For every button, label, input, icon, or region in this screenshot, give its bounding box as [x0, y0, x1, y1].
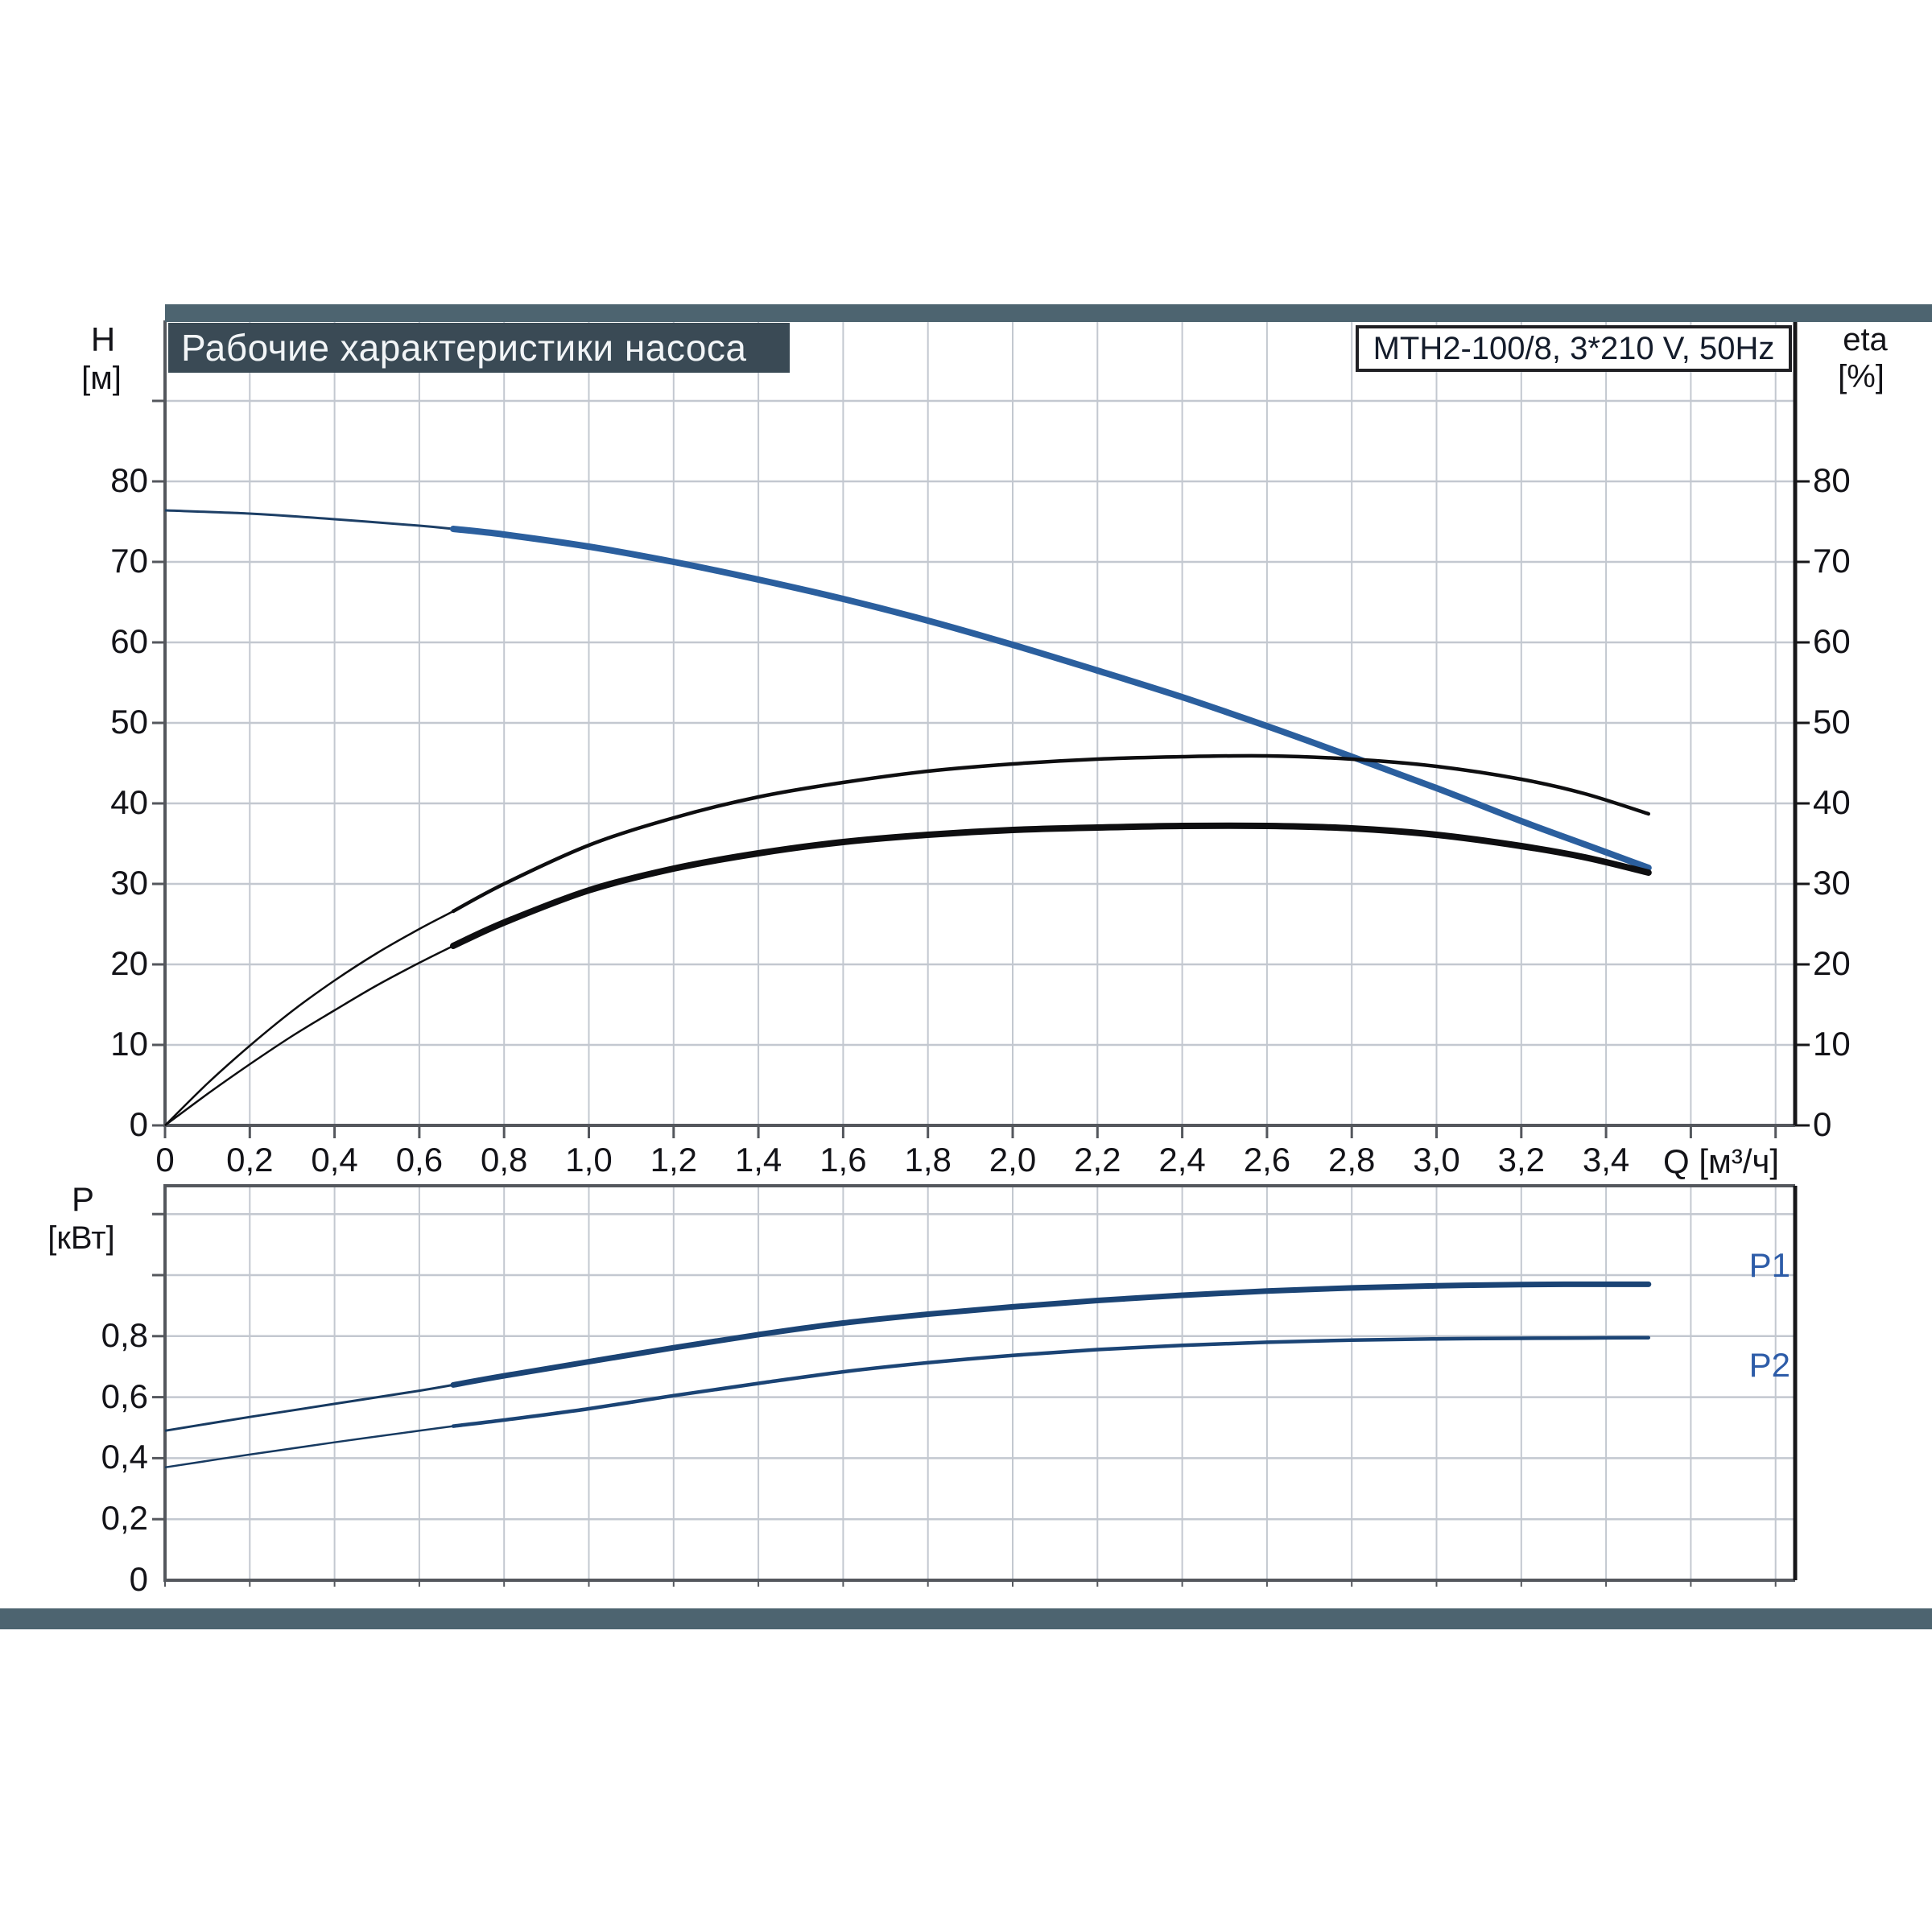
- efficiency-tick-label: 30: [1813, 864, 1851, 902]
- efficiency-tick-label: 20: [1813, 944, 1851, 982]
- efficiency-axis-unit: [%]: [1838, 359, 1885, 394]
- x-tick-label: 0,4: [311, 1141, 358, 1179]
- power-axis-title: P: [71, 1180, 95, 1218]
- curve-eta-total-thin: [164, 944, 454, 1127]
- efficiency-tick-label: 50: [1813, 703, 1851, 741]
- head-tick-label: 10: [110, 1025, 148, 1063]
- x-tick-label: 3,2: [1497, 1141, 1545, 1179]
- bottom-border-band: [0, 1608, 1932, 1629]
- x-tick-label: 0,6: [395, 1141, 444, 1179]
- power-tick-label: 0,4: [101, 1438, 148, 1476]
- x-tick-label: 2,6: [1243, 1141, 1291, 1179]
- pump-model-box: MTH2-100/8, 3*210 V, 50Hz: [1356, 325, 1792, 372]
- efficiency-tick-label: 40: [1813, 783, 1851, 821]
- power-axis-unit: [кВт]: [47, 1220, 115, 1256]
- flow-axis-unit: Q [м³/ч]: [1663, 1142, 1780, 1180]
- x-tick-label: 1,0: [565, 1141, 613, 1179]
- x-tick-label: 0,8: [480, 1141, 528, 1179]
- curve-P1: [450, 1281, 1652, 1388]
- x-tick-label: 0: [155, 1141, 175, 1179]
- power-tick-label: 0,6: [101, 1377, 148, 1415]
- power-tick-label: 0: [129, 1560, 148, 1598]
- x-tick-label: 1,8: [904, 1141, 952, 1179]
- efficiency-tick-label: 0: [1813, 1105, 1832, 1143]
- curve-eta-total: [450, 822, 1652, 949]
- head-axis-title: H: [90, 320, 116, 358]
- efficiency-tick-label: 60: [1813, 622, 1851, 660]
- head-tick-label: 80: [110, 461, 148, 499]
- curve-eta-thin: [164, 910, 454, 1126]
- chart-title-box: Рабочие характеристики насоса: [168, 323, 790, 373]
- x-tick-label: 1,4: [734, 1141, 782, 1179]
- head-tick-label: 70: [110, 542, 148, 580]
- efficiency-axis-title: eta: [1843, 322, 1888, 357]
- efficiency-tick-label: 10: [1813, 1025, 1851, 1063]
- top-border-band: [165, 304, 1932, 322]
- power-tick-label: 0,8: [101, 1315, 148, 1354]
- pump-model-label: MTH2-100/8, 3*210 V, 50Hz: [1373, 330, 1775, 366]
- x-tick-label: 1,2: [650, 1141, 697, 1179]
- curve-P1-thin: [164, 1383, 454, 1432]
- p1-curve-label: P1: [1748, 1246, 1790, 1284]
- head-tick-label: 30: [110, 864, 148, 902]
- x-tick-label: 0,2: [226, 1141, 274, 1179]
- head-tick-label: 0: [129, 1105, 148, 1143]
- efficiency-tick-label: 80: [1813, 461, 1851, 499]
- curve-eta: [451, 753, 1651, 914]
- efficiency-tick-label: 70: [1813, 542, 1851, 580]
- head-tick-label: 50: [110, 703, 148, 741]
- head-axis-unit: [м]: [81, 361, 122, 396]
- head-tick-label: 40: [110, 783, 148, 821]
- x-tick-label: 2,0: [989, 1141, 1037, 1179]
- x-tick-label: 2,8: [1327, 1141, 1376, 1179]
- x-tick-label: 3,4: [1582, 1141, 1630, 1179]
- head-tick-label: 20: [110, 944, 148, 982]
- head-tick-label: 60: [110, 622, 148, 660]
- x-tick-label: 3,0: [1413, 1141, 1460, 1179]
- curve-H: [450, 526, 1652, 871]
- curve-H-thin: [164, 509, 454, 530]
- curve-P2-thin: [164, 1425, 454, 1469]
- x-tick-label: 2,4: [1158, 1141, 1206, 1179]
- x-tick-label: 2,2: [1074, 1141, 1121, 1179]
- p2-curve-label: P2: [1748, 1346, 1790, 1384]
- power-tick-label: 0,2: [101, 1499, 148, 1538]
- curve-P2: [451, 1335, 1651, 1428]
- x-tick-label: 1,6: [819, 1141, 867, 1179]
- chart-title: Рабочие характеристики насоса: [181, 327, 747, 369]
